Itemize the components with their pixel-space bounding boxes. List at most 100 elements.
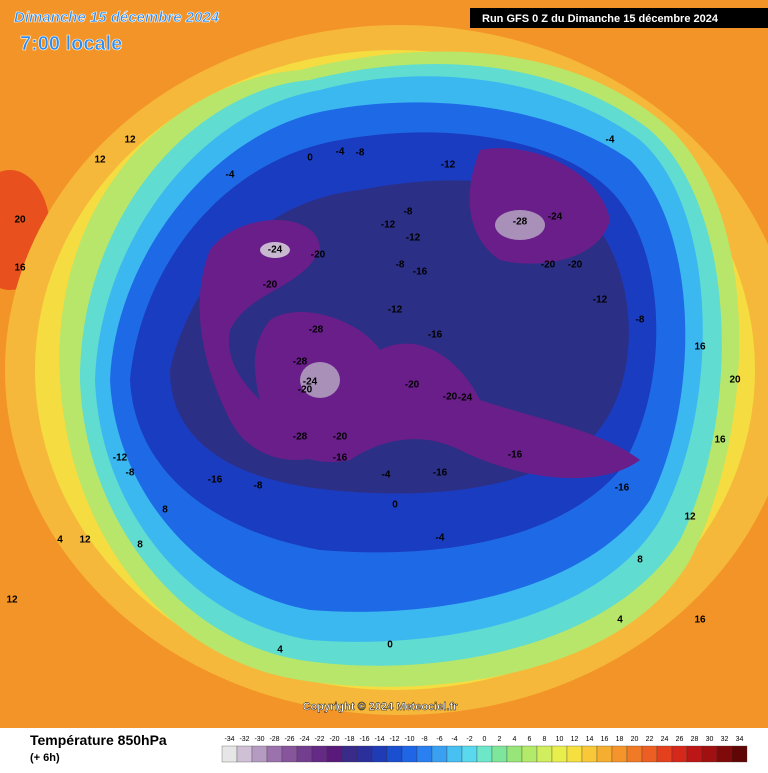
contour-label: -12 bbox=[441, 160, 456, 171]
contour-label: 0 bbox=[387, 640, 393, 651]
scale-label: 2 bbox=[498, 736, 502, 743]
scale-label: 26 bbox=[676, 736, 684, 743]
contour-label: 12 bbox=[79, 535, 91, 546]
contour-label: -28 bbox=[309, 325, 324, 336]
scale-label: 0 bbox=[483, 736, 487, 743]
contour-label: -20 bbox=[568, 260, 583, 271]
legend-title: Température 850hPa bbox=[30, 732, 167, 748]
scale-swatch bbox=[536, 745, 553, 763]
scale-label: 34 bbox=[736, 736, 744, 743]
contour-label: -20 bbox=[443, 392, 458, 403]
scale-label: 12 bbox=[571, 736, 579, 743]
scale-label: 10 bbox=[556, 736, 564, 743]
scale-label: -6 bbox=[436, 736, 442, 743]
contour-label: 4 bbox=[57, 535, 63, 546]
scale-swatch bbox=[491, 745, 508, 763]
color-scale: -34 -32 -30 -28 -26 -24 -22 -20 -18 -16 -14 -12 -10-… bbox=[221, 736, 748, 763]
scale-swatch bbox=[416, 745, 433, 763]
scale-label: -2 bbox=[466, 736, 472, 743]
scale-swatch bbox=[386, 745, 403, 763]
scale-swatch bbox=[296, 745, 313, 763]
scale-swatch bbox=[251, 745, 268, 763]
contour-label: 0 bbox=[307, 153, 313, 164]
scale-label: 24 bbox=[661, 736, 669, 743]
contour-label: -24 bbox=[548, 212, 563, 223]
scale-swatch bbox=[611, 745, 628, 763]
contour-label: -16 bbox=[508, 450, 523, 461]
contour-label: 4 bbox=[277, 645, 283, 656]
scale-swatch bbox=[521, 745, 538, 763]
scale-swatch bbox=[236, 745, 253, 763]
contour-label: -20 bbox=[333, 432, 348, 443]
scale-swatch bbox=[476, 745, 493, 763]
contour-label: -8 bbox=[356, 148, 365, 159]
scale-swatch bbox=[716, 745, 733, 763]
scale-swatch bbox=[281, 745, 298, 763]
contour-label: -8 bbox=[636, 315, 645, 326]
contour-label: -20 bbox=[311, 250, 326, 261]
scale-swatch bbox=[356, 745, 373, 763]
contour-label: -16 bbox=[333, 453, 348, 464]
scale-swatch bbox=[371, 745, 388, 763]
scale-label: 30 bbox=[706, 736, 714, 743]
scale-label: -16 bbox=[359, 736, 369, 743]
scale-label: 14 bbox=[586, 736, 594, 743]
scale-swatch bbox=[266, 745, 283, 763]
scale-label: -4 bbox=[451, 736, 457, 743]
run-box bbox=[470, 8, 768, 28]
contour-label: -4 bbox=[606, 135, 615, 146]
date: Dimanche 15 décembre 2024 bbox=[14, 9, 220, 26]
contour-label: -20 bbox=[298, 385, 313, 396]
contour-label: -16 bbox=[615, 483, 630, 494]
scale-label: -10 bbox=[404, 736, 414, 743]
contour-label: -16 bbox=[413, 267, 428, 278]
scale-label: 28 bbox=[691, 736, 699, 743]
scale-swatch bbox=[686, 745, 703, 763]
scale-label: 6 bbox=[528, 736, 532, 743]
contour-label: -4 bbox=[226, 170, 235, 181]
contour-label: -28 bbox=[513, 217, 528, 228]
contour-label: -4 bbox=[336, 147, 345, 158]
contour-label: -8 bbox=[396, 260, 405, 271]
scale-label: 8 bbox=[543, 736, 547, 743]
scale-swatch bbox=[566, 745, 583, 763]
scale-swatch bbox=[626, 745, 643, 763]
scale-swatch bbox=[641, 745, 658, 763]
contour-label: -24 bbox=[303, 377, 318, 388]
contour-label: -4 bbox=[382, 470, 391, 481]
contour-label: -20 bbox=[263, 280, 278, 291]
temperature-field bbox=[0, 0, 768, 728]
scale-label: -34 bbox=[224, 736, 234, 743]
scale-label: 32 bbox=[721, 736, 729, 743]
scale-label: 16 bbox=[601, 736, 609, 743]
contour-label: -12 bbox=[381, 220, 396, 231]
scale-swatch bbox=[701, 745, 718, 763]
contour-label: -16 bbox=[428, 330, 443, 341]
scale-label: -30 bbox=[254, 736, 264, 743]
scale-label: 18 bbox=[616, 736, 624, 743]
scale-swatch bbox=[341, 745, 358, 763]
scale-label: -24 bbox=[299, 736, 309, 743]
copyright: Copyright © 2024 Meteociel.fr bbox=[303, 701, 459, 713]
contour-label: 12 bbox=[6, 595, 18, 606]
time: 7:00 locale bbox=[20, 33, 122, 55]
contour-label: -24 bbox=[268, 245, 283, 256]
contour-label: -12 bbox=[593, 295, 608, 306]
contour-label: 12 bbox=[684, 512, 696, 523]
contour-label: 16 bbox=[694, 342, 706, 353]
scale-label: 20 bbox=[631, 736, 639, 743]
contour-label: 4 bbox=[617, 615, 623, 626]
contour-label: 16 bbox=[714, 435, 726, 446]
contour-label: 0 bbox=[392, 500, 398, 511]
contour-label: -24 bbox=[458, 393, 473, 404]
scale-swatch bbox=[656, 745, 673, 763]
scale-label: -22 bbox=[314, 736, 324, 743]
scale-label: 22 bbox=[646, 736, 654, 743]
contour-label: 12 bbox=[124, 135, 136, 146]
scale-swatch bbox=[581, 745, 598, 763]
scale-label: -32 bbox=[239, 736, 249, 743]
contour-label: -4 bbox=[436, 533, 445, 544]
contour-label: 12 bbox=[94, 155, 106, 166]
